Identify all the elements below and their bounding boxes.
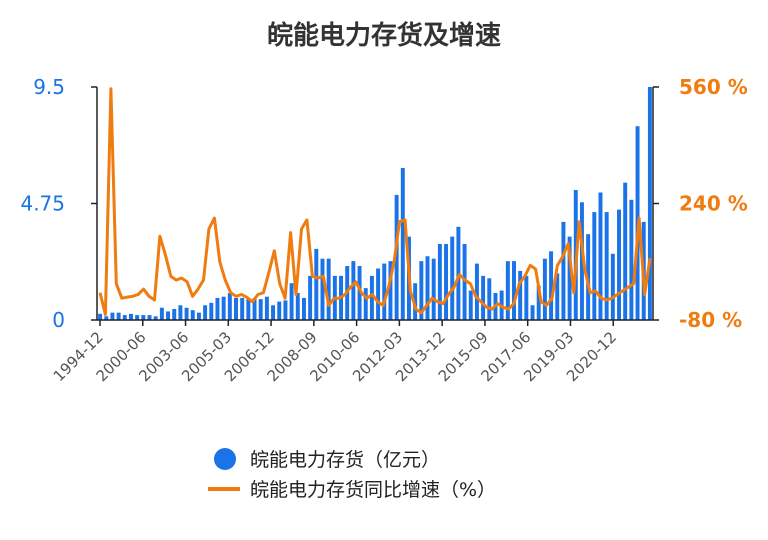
bar — [388, 261, 393, 320]
bar — [604, 212, 609, 320]
bar — [561, 221, 566, 320]
bar — [159, 307, 164, 320]
bar — [221, 296, 226, 320]
bar — [301, 297, 306, 320]
bar — [617, 209, 621, 320]
bar — [468, 290, 473, 320]
bar — [147, 315, 152, 320]
right-axis-ticks: -80 % 240 % 560 % — [653, 75, 748, 332]
bar-series — [98, 87, 652, 321]
bar — [444, 243, 449, 320]
x-axis-ticks: 1994-122000-062003-062005-032006-122008-… — [50, 320, 620, 385]
bar — [462, 243, 467, 320]
bar — [487, 278, 492, 320]
bar — [369, 275, 374, 320]
bar — [474, 263, 479, 320]
right-tick-label: 240 % — [679, 192, 748, 216]
bar — [277, 301, 282, 320]
bar — [104, 316, 109, 320]
bar — [98, 313, 103, 320]
bar — [258, 299, 263, 320]
chart-title: 皖能电力存货及增速 — [267, 20, 501, 51]
growth-line — [98, 87, 652, 316]
bar — [215, 297, 220, 320]
left-tick-label: 4.75 — [20, 192, 65, 216]
bar — [234, 297, 238, 320]
bar — [629, 199, 634, 320]
bar — [505, 261, 510, 320]
bar — [252, 297, 257, 320]
bar — [536, 285, 541, 320]
legend-bar-marker — [214, 448, 236, 470]
bar — [172, 308, 177, 320]
bar — [549, 251, 554, 320]
bar — [184, 307, 189, 320]
bar — [320, 258, 325, 320]
bar — [592, 212, 597, 320]
bar — [394, 194, 399, 320]
right-tick-label: -80 % — [679, 308, 742, 332]
bar — [450, 236, 455, 320]
bar — [110, 312, 115, 320]
bar — [178, 305, 183, 320]
right-tick-label: 560 % — [679, 75, 748, 99]
left-tick-label: 9.5 — [33, 75, 65, 99]
bar — [153, 316, 158, 320]
bar — [579, 202, 584, 320]
bar — [400, 167, 405, 320]
bar — [586, 234, 591, 320]
bar — [524, 275, 529, 320]
bar — [203, 305, 208, 320]
bar — [419, 261, 424, 320]
bar — [264, 296, 269, 320]
bar — [326, 258, 331, 320]
bar — [196, 312, 201, 320]
bar — [271, 305, 276, 320]
bar — [437, 243, 442, 320]
bar — [376, 268, 381, 320]
bar — [610, 253, 615, 320]
bar — [314, 248, 319, 320]
bar — [289, 283, 294, 320]
bar — [135, 315, 140, 320]
bar — [567, 236, 572, 320]
bar — [209, 302, 214, 320]
bar — [623, 182, 628, 320]
legend-line-label: 皖能电力存货同比增速（%） — [250, 479, 496, 501]
bar — [481, 275, 486, 320]
left-axis-ticks: 0 4.75 9.5 — [20, 75, 97, 332]
legend-bar-label: 皖能电力存货（亿元） — [250, 449, 440, 471]
left-tick-label: 0 — [52, 308, 65, 332]
bar — [246, 299, 251, 320]
bar — [129, 313, 133, 320]
bar — [512, 261, 516, 320]
bar — [431, 258, 436, 320]
bar — [542, 258, 547, 320]
bar — [190, 310, 195, 320]
line-series — [98, 87, 652, 316]
bar — [598, 192, 603, 320]
bar — [382, 263, 387, 320]
bar — [308, 275, 313, 320]
bar — [363, 288, 368, 320]
bar — [351, 261, 356, 320]
bar — [141, 315, 146, 320]
bar — [530, 305, 535, 320]
bar — [166, 311, 171, 320]
legend: 皖能电力存货（亿元） 皖能电力存货同比增速（%） — [208, 448, 496, 501]
bar — [116, 312, 121, 320]
bar — [240, 297, 245, 320]
bar — [295, 293, 300, 320]
bar — [227, 293, 232, 320]
bar — [413, 283, 418, 320]
bar — [122, 315, 127, 320]
bar — [555, 273, 560, 320]
bar — [647, 87, 652, 320]
bar — [283, 300, 288, 320]
bar — [357, 266, 362, 320]
bar — [518, 270, 523, 320]
bar — [425, 256, 430, 320]
